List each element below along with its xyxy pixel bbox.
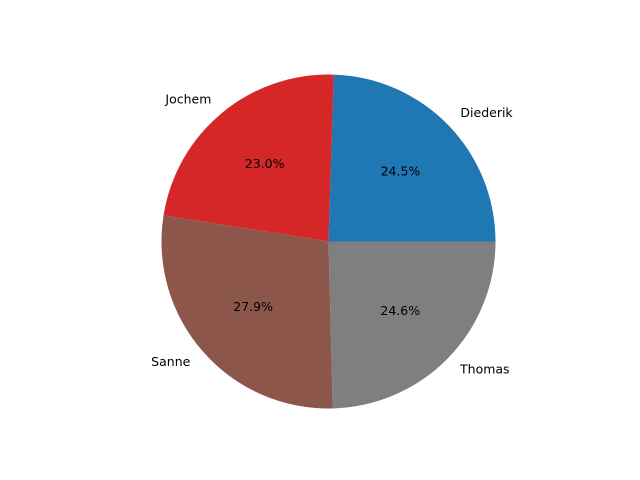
slice-percent-sanne: 27.9%	[233, 299, 273, 314]
slice-label-thomas: Thomas	[459, 361, 510, 376]
pie-slice-thomas	[328, 241, 496, 409]
pie-slices	[161, 74, 496, 409]
slice-percent-jochem: 23.0%	[245, 156, 285, 171]
slice-label-diederik: Diederik	[460, 105, 513, 120]
pie-slice-sanne	[161, 215, 333, 409]
pie-slice-diederik	[328, 74, 496, 242]
pie-slice-jochem	[163, 74, 334, 242]
slice-percent-diederik: 24.5%	[381, 163, 421, 178]
pie-labels: Diederik 24.5% Jochem 23.0% Sanne 27.9% Thomas…	[151, 91, 513, 376]
slice-label-sanne: Sanne	[151, 354, 190, 369]
slice-label-jochem: Jochem	[164, 91, 211, 106]
slice-percent-thomas: 24.6%	[380, 303, 420, 318]
